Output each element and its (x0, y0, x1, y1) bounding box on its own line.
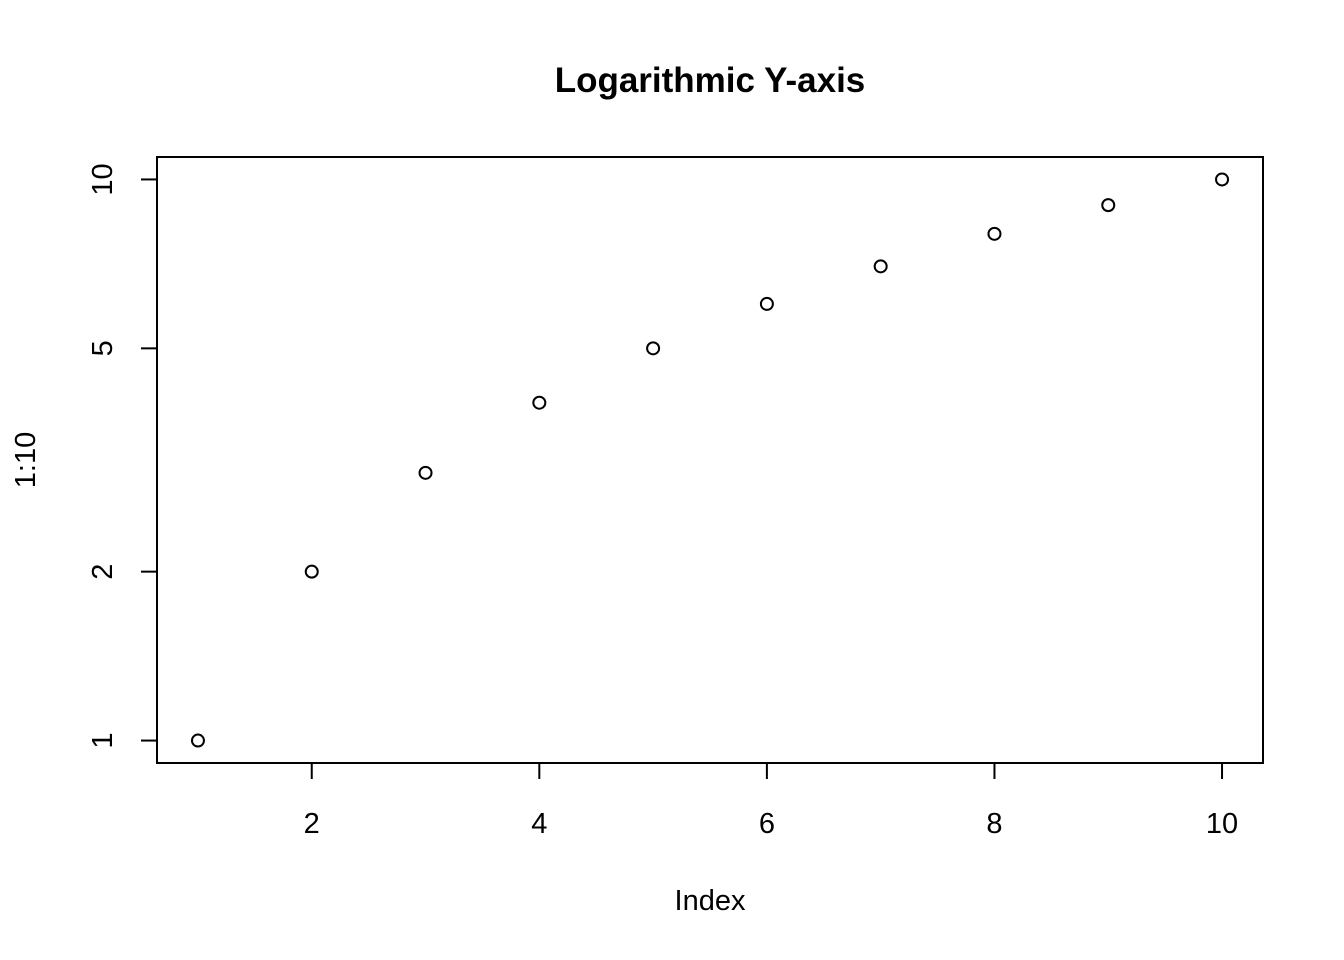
data-point (646, 341, 661, 356)
x-tick-label: 8 (986, 808, 1002, 840)
data-point (1101, 198, 1116, 213)
x-tick-label: 2 (304, 808, 320, 840)
x-axis: 2 4 6 8 10 (304, 762, 1238, 840)
y-tick-label: 5 (87, 340, 119, 356)
plot-area-border (156, 156, 1264, 764)
y-tick-label: 1 (87, 732, 119, 748)
data-point (304, 564, 319, 579)
x-tick-label: 10 (1206, 808, 1238, 840)
x-axis-label: Index (675, 885, 746, 917)
data-point (418, 465, 433, 480)
data-points (190, 172, 1230, 748)
data-point (190, 733, 205, 748)
data-point (987, 226, 1002, 241)
data-point (759, 296, 774, 311)
data-point (532, 395, 547, 410)
y-tick-label: 10 (87, 163, 119, 195)
chart-title: Logarithmic Y-axis (555, 61, 866, 100)
y-axis: 1 2 5 10 (87, 163, 158, 749)
data-point (1215, 172, 1230, 187)
y-axis-label: 1:10 (10, 432, 42, 488)
data-point (873, 259, 888, 274)
y-tick-label: 2 (87, 564, 119, 580)
x-tick-label: 6 (759, 808, 775, 840)
x-tick-label: 4 (531, 808, 547, 840)
